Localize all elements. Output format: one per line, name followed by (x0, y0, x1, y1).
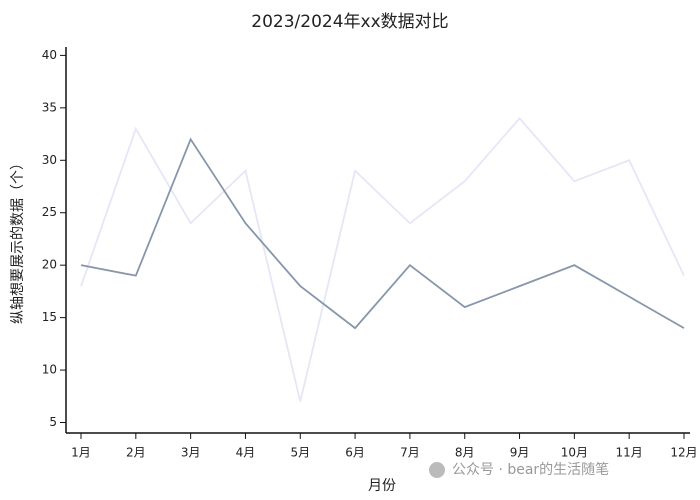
chart-title: 2023/2024年xx数据对比 (251, 12, 448, 32)
y-axis-label: 纵轴想要展示的数据（个） (10, 156, 26, 324)
line-series (80, 116, 685, 402)
x-tick-label: 6月 (345, 446, 365, 460)
y-tick-label: 5 (49, 415, 57, 429)
x-tick-label: 4月 (236, 446, 256, 460)
y-tick-label: 35 (42, 100, 57, 114)
x-tick-label: 11月 (616, 446, 643, 460)
x-tick-label: 2月 (126, 446, 146, 460)
y-tick-label: 20 (42, 258, 57, 272)
x-tick-label: 12月 (670, 446, 697, 460)
x-tick-label: 3月 (181, 446, 201, 460)
line-series (80, 137, 685, 330)
x-tick-label: 7月 (400, 446, 420, 460)
watermark-icon (429, 462, 445, 478)
y-tick-label: 25 (42, 205, 57, 219)
x-tick-label: 10月 (561, 446, 588, 460)
y-tick-label: 30 (42, 153, 57, 167)
y-tick-label: 10 (42, 363, 57, 377)
x-tick-label: 5月 (290, 446, 310, 460)
x-tick-label: 9月 (510, 446, 530, 460)
y-tick-label: 15 (42, 310, 57, 324)
x-tick-label: 8月 (455, 446, 475, 460)
x-tick-label: 1月 (71, 446, 91, 460)
x-axis-label: 月份 (368, 478, 396, 494)
watermark: 公众号 · bear的生活随笔 (452, 462, 609, 478)
y-tick-label: 40 (42, 48, 57, 62)
